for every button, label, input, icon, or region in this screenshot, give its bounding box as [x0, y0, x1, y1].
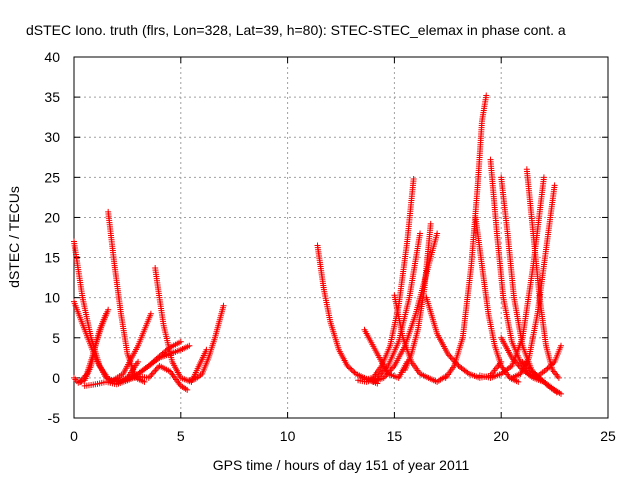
data-point: [515, 378, 522, 385]
data-point: [545, 364, 552, 371]
data-points: [71, 92, 565, 397]
series-track: [498, 334, 565, 397]
data-point: [544, 365, 551, 372]
series-track: [77, 310, 110, 385]
series-track: [402, 220, 434, 373]
y-tick-label: -5: [48, 410, 61, 426]
series-track: [152, 264, 210, 385]
y-tick-label: 30: [44, 129, 60, 145]
data-point: [434, 230, 441, 237]
data-point: [543, 366, 550, 373]
data-point: [417, 230, 424, 237]
data-point: [184, 386, 191, 393]
x-tick-label: 5: [177, 428, 185, 444]
data-point: [520, 360, 527, 367]
series-track: [476, 174, 547, 381]
data-point: [558, 390, 565, 397]
y-axis-ticks: -5 0 5 10 15 20 25 30 35 40: [44, 49, 608, 426]
data-point: [523, 362, 530, 369]
data-point: [135, 358, 142, 365]
data-point: [350, 368, 357, 375]
data-point: [483, 92, 490, 99]
y-axis-label: dSTEC / TECUs: [6, 186, 22, 288]
data-point: [525, 364, 532, 371]
data-point: [103, 310, 110, 317]
data-point: [540, 174, 547, 181]
data-point: [558, 342, 565, 349]
y-tick-label: 20: [44, 209, 60, 225]
data-point: [347, 365, 354, 372]
series-track: [361, 326, 411, 381]
series-track: [314, 242, 381, 387]
x-tick-label: 15: [387, 428, 403, 444]
data-point: [147, 310, 154, 317]
plot-frame: [73, 56, 609, 419]
y-tick-label: 25: [44, 169, 60, 185]
x-tick-label: 0: [70, 428, 78, 444]
series-track: [508, 182, 558, 381]
x-tick-label: 25: [600, 428, 616, 444]
series-track: [472, 214, 522, 385]
data-point: [105, 306, 112, 313]
data-point: [186, 342, 193, 349]
data-point: [550, 360, 557, 367]
data-point: [351, 369, 358, 376]
y-tick-label: 15: [44, 250, 60, 266]
data-point: [526, 365, 533, 372]
y-tick-label: 35: [44, 89, 60, 105]
data-point: [551, 182, 558, 189]
data-point: [427, 220, 434, 227]
data-point: [555, 374, 562, 381]
data-point: [345, 364, 352, 371]
data-point: [220, 302, 227, 309]
x-tick-label: 10: [280, 428, 296, 444]
x-axis-ticks: 0 5 10 15 20 25: [70, 57, 616, 444]
y-tick-label: 10: [44, 290, 60, 306]
data-point: [547, 362, 554, 369]
x-axis-label: GPS time / hours of day 151 of year 2011: [213, 457, 470, 473]
data-point: [177, 338, 184, 345]
series-track: [124, 362, 191, 393]
chart-title: dSTEC Iono. truth (flrs, Lon=328, Lat=39…: [26, 22, 566, 38]
y-tick-label: 0: [52, 370, 60, 386]
data-point: [548, 361, 555, 368]
y-tick-label: 40: [44, 49, 60, 65]
data-point: [344, 362, 351, 369]
data-point: [410, 175, 417, 182]
data-point: [348, 366, 355, 373]
y-tick-label: 5: [52, 330, 60, 346]
x-tick-label: 20: [493, 428, 509, 444]
series-track: [186, 302, 227, 384]
data-point: [519, 358, 526, 365]
data-point: [522, 361, 529, 368]
series-track: [498, 174, 547, 385]
